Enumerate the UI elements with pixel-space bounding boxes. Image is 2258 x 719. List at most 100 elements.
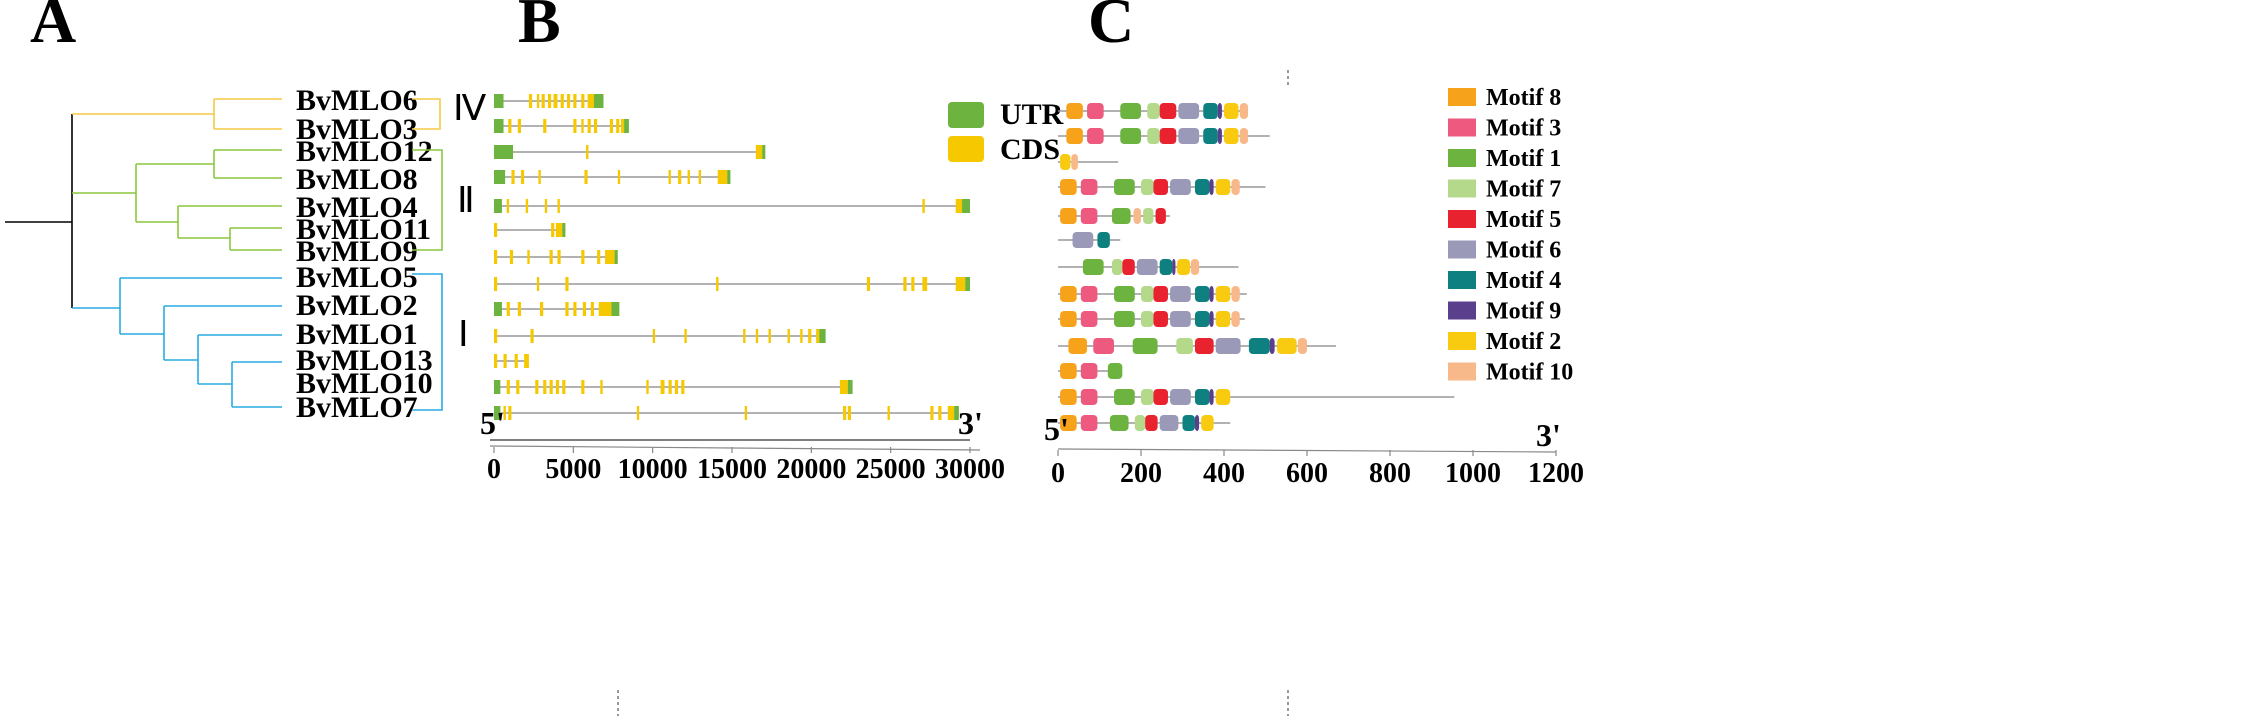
motif-tick-label: 1000 bbox=[1445, 458, 1501, 489]
gene-label: BvMLO2 bbox=[296, 289, 418, 322]
cds-exon bbox=[573, 94, 577, 108]
motif-legend-swatch bbox=[1448, 301, 1476, 320]
motif-legend-label: Motif 10 bbox=[1486, 360, 1573, 386]
motif-8-block bbox=[1060, 363, 1077, 379]
gene-structure-row bbox=[494, 250, 618, 264]
motif-7-block bbox=[1111, 259, 1123, 275]
motif-legend-label: Motif 8 bbox=[1486, 85, 1561, 111]
gene-structure-axis-line bbox=[489, 445, 981, 451]
motif-9-block bbox=[1209, 179, 1214, 195]
cds-exon bbox=[636, 406, 640, 420]
cds-exon bbox=[597, 250, 601, 264]
cds-exon bbox=[517, 119, 521, 133]
gene-label: BvMLO12 bbox=[296, 135, 433, 168]
motif-4-block bbox=[1097, 232, 1110, 248]
motif-8-block bbox=[1066, 103, 1083, 119]
gene-structure-rows bbox=[494, 94, 970, 420]
cds-exon bbox=[839, 380, 848, 394]
utr-block bbox=[611, 302, 620, 316]
cds-exon bbox=[509, 250, 514, 264]
motif-5-block bbox=[1153, 286, 1168, 302]
cds-exon bbox=[527, 250, 530, 264]
cds-exon bbox=[955, 199, 963, 213]
motif-3-block bbox=[1080, 286, 1098, 302]
cds-exon bbox=[555, 380, 560, 394]
cds-exon bbox=[503, 406, 506, 420]
clade-brackets bbox=[412, 98, 443, 411]
motif-legend-swatch bbox=[1448, 271, 1476, 289]
cds-exon bbox=[494, 354, 498, 368]
motif-5-block bbox=[1153, 179, 1168, 195]
motif-legend-label: Motif 5 bbox=[1486, 207, 1561, 233]
motif-6-block bbox=[1170, 286, 1191, 302]
motif-3prime: 3' bbox=[1536, 417, 1561, 453]
gene-structure-tick-label: 20000 bbox=[776, 454, 846, 485]
motif-3-block bbox=[1080, 389, 1098, 405]
gene-label: BvMLO8 bbox=[296, 163, 418, 196]
motif-legend-swatch bbox=[1448, 179, 1476, 198]
cds-exon bbox=[816, 329, 820, 343]
motif-6-block bbox=[1215, 338, 1241, 354]
motif-9-block bbox=[1209, 311, 1214, 327]
motif-2-block bbox=[1201, 415, 1214, 431]
gene-structure-ticks: 0 5000 10000 15000 20000 25000 30000 bbox=[487, 447, 1005, 485]
motif-8-block bbox=[1060, 389, 1077, 405]
gene-structure-row bbox=[494, 406, 959, 420]
motif-1-block bbox=[1109, 415, 1129, 431]
motif-legend-swatch bbox=[1448, 88, 1476, 106]
motif-2-block bbox=[1215, 286, 1231, 302]
cds-exon bbox=[668, 380, 672, 394]
cds-exon bbox=[494, 329, 498, 343]
cds-exon bbox=[528, 94, 533, 108]
motif-5-block bbox=[1155, 208, 1166, 224]
motif-legend-label: Motif 2 bbox=[1486, 329, 1561, 355]
cds-exon bbox=[616, 119, 620, 133]
cds-exon bbox=[681, 380, 685, 394]
cds-exon bbox=[535, 380, 539, 394]
motif-6-block bbox=[1072, 232, 1094, 248]
motif-legend-label: Motif 4 bbox=[1486, 268, 1561, 294]
gene-label: BvMLO11 bbox=[296, 213, 431, 246]
cds-exon bbox=[787, 329, 790, 343]
cds-exon bbox=[551, 223, 555, 237]
cds-exon bbox=[566, 94, 571, 108]
tree-clade-iv bbox=[72, 98, 282, 130]
panel-letter-b: B bbox=[518, 0, 561, 56]
motif-5-block bbox=[1159, 103, 1177, 119]
cds-exon bbox=[581, 119, 584, 133]
motif-row bbox=[1058, 286, 1247, 302]
cds-exon bbox=[800, 329, 803, 343]
cds-exon bbox=[922, 199, 925, 213]
cds-exon bbox=[573, 302, 577, 316]
motif-9-block bbox=[1217, 128, 1222, 144]
utr-block bbox=[727, 170, 731, 184]
motif-3-block bbox=[1087, 103, 1104, 119]
motif-6-block bbox=[1159, 415, 1179, 431]
motif-legend-swatch bbox=[1448, 210, 1476, 228]
motif-1-block bbox=[1107, 363, 1123, 379]
cds-exon bbox=[930, 406, 934, 420]
motif-tick-label: 400 bbox=[1203, 458, 1245, 489]
gene-structure-5prime: 5' bbox=[480, 405, 505, 441]
motif-legend-label: Motif 3 bbox=[1486, 116, 1561, 142]
motif-legend-label: Motif 9 bbox=[1486, 299, 1561, 325]
motif-2-block bbox=[1215, 311, 1231, 327]
tree-clade-ii bbox=[72, 149, 282, 251]
gene-structure-row bbox=[494, 170, 731, 184]
motif-8-block bbox=[1060, 208, 1077, 224]
gene-structure-legend: UTR CDS bbox=[948, 98, 1064, 166]
cds-exon bbox=[590, 302, 594, 316]
motif-9-block bbox=[1172, 259, 1176, 275]
utr-block bbox=[954, 406, 959, 420]
cds-exon bbox=[755, 145, 763, 159]
motif-6-block bbox=[1170, 311, 1191, 327]
cds-exon bbox=[549, 380, 553, 394]
cds-exon bbox=[955, 277, 966, 291]
cds-exon bbox=[668, 170, 671, 184]
cds-exon bbox=[609, 119, 613, 133]
cds-exon bbox=[903, 277, 907, 291]
cds-exon bbox=[716, 277, 719, 291]
motif-9-block bbox=[1217, 103, 1222, 119]
cds-exon bbox=[494, 250, 498, 264]
motif-row bbox=[1058, 128, 1270, 144]
